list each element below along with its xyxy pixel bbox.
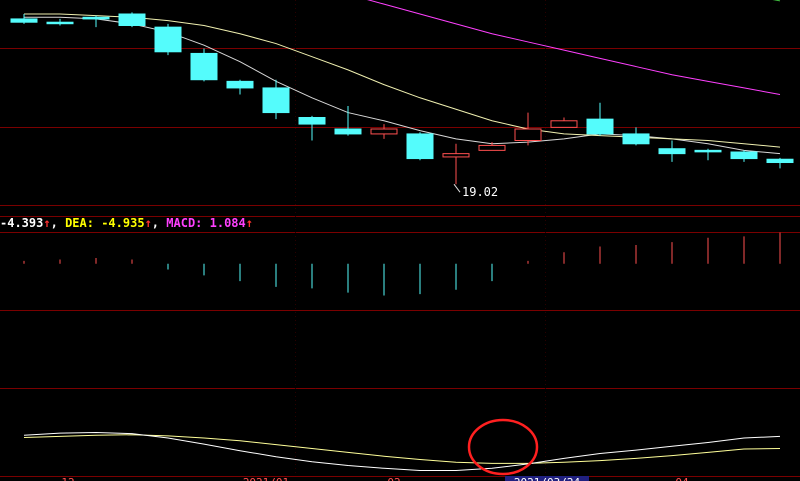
low-annotation-pointer: [453, 183, 461, 193]
candle-up: [442, 153, 470, 158]
ma5-line: [24, 16, 781, 155]
candle-up: [514, 128, 542, 141]
candle-up: [370, 128, 398, 135]
candle-down: [694, 149, 722, 153]
candlesticks: [10, 12, 794, 185]
dea-arrow-icon: ↑: [144, 216, 152, 230]
candle-down: [586, 118, 614, 135]
dif-dea-lines: [23, 432, 781, 471]
candle-down: [334, 128, 362, 135]
x-tick-label: 2021/03/24: [514, 476, 581, 481]
candle-down: [658, 148, 686, 155]
candle-down: [622, 133, 650, 145]
candle-down: [730, 151, 758, 160]
candle-down: [82, 16, 110, 20]
macd-label: MACD:: [166, 216, 203, 230]
x-tick-label: 04: [675, 476, 689, 481]
ma20-line: [366, 0, 781, 95]
crossover-highlight-circle: [467, 418, 539, 476]
candle-down: [118, 13, 146, 26]
dea-value: -4.935: [101, 216, 145, 230]
macd-arrow-icon: ↑: [245, 216, 253, 230]
dif-arrow-icon: ↑: [43, 216, 51, 230]
legend-separator: ,: [151, 216, 160, 230]
x-tick-label: 2021/01: [243, 476, 289, 481]
candle-up: [550, 120, 578, 128]
macd-histogram: [23, 232, 781, 296]
x-tick-label: 12: [61, 476, 74, 481]
dif-line: [23, 432, 781, 471]
macd-value: 1.084: [209, 216, 246, 230]
crossover-circle: [467, 418, 539, 476]
x-tick-label: 02: [387, 476, 400, 481]
low-price-annotation: 19.02: [453, 183, 498, 199]
legend-separator: ,: [50, 216, 58, 230]
candle-down: [226, 80, 254, 89]
candle-up: [478, 144, 506, 151]
dea-line: [23, 434, 781, 464]
candle-down: [154, 26, 182, 53]
moving-average-lines: [24, 0, 781, 155]
candle-down: [10, 18, 38, 23]
candle-down: [766, 158, 794, 164]
dif-value: -4.393: [0, 216, 44, 230]
candle-down: [262, 87, 290, 114]
candle-down: [190, 52, 218, 81]
x-cursor-label-bg: [505, 476, 589, 481]
candle-down: [406, 133, 434, 160]
dea-label: DEA:: [65, 216, 94, 230]
candle-down: [46, 21, 74, 25]
macd-legend: -4.393↑, DEA: -4.935↑, MACD: 1.084↑: [0, 214, 253, 232]
low-annotation-label: 19.02: [462, 185, 498, 199]
ma60-line: [772, 0, 781, 2]
candle-down: [298, 117, 326, 125]
x-axis-labels: 12 2021/01 02 2021/03/24 04: [61, 476, 689, 481]
ma10-line: [24, 13, 781, 148]
